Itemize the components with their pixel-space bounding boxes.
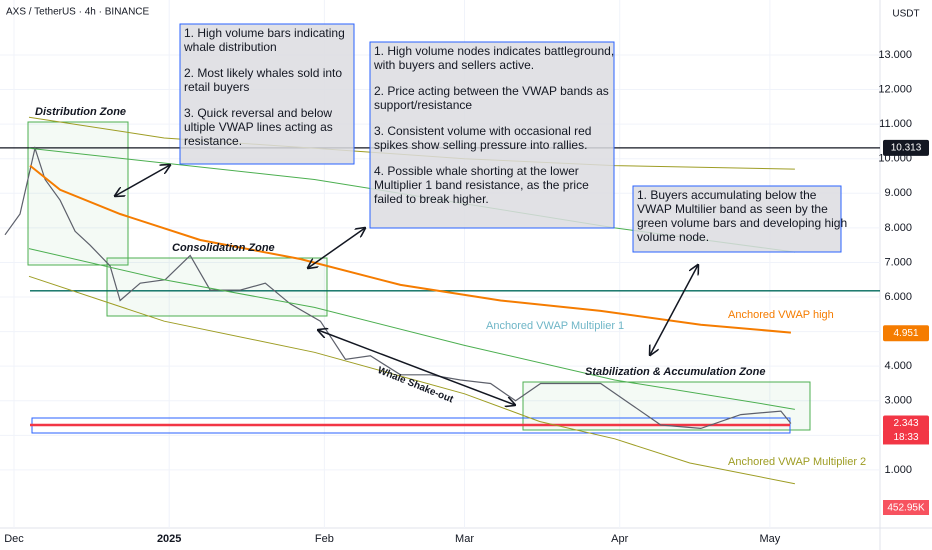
note-line: 4. Possible whale shorting at the lower — [374, 164, 579, 178]
zone-box — [106, 257, 328, 317]
y-unit: USDT — [892, 9, 919, 20]
x-tick-label: Mar — [455, 533, 474, 545]
note-box — [632, 185, 842, 253]
note-line: spikes show selling pressure into rallie… — [374, 138, 587, 152]
note-line: 1. High volume bars indicating — [184, 26, 345, 40]
note-line: VWAP Multilier band as seen by the — [637, 202, 828, 216]
series-label: Anchored VWAP Multiplier 1 — [486, 320, 624, 332]
countdown: 18:33 — [893, 432, 918, 443]
arrow — [650, 265, 698, 355]
y-tick-label: 7.000 — [884, 256, 912, 268]
y-tick-label: 13.000 — [878, 49, 912, 61]
arrow — [308, 228, 365, 268]
arrow — [115, 165, 170, 196]
note-line: volume node. — [637, 230, 709, 244]
price-tag — [883, 325, 929, 342]
note-line: ultiple VWAP lines acting as — [184, 120, 333, 134]
note-line: Multiplier 1 band resistance, as the pri… — [374, 178, 589, 192]
note-line: support/resistance — [374, 98, 472, 112]
zone-label: Consolidation Zone — [172, 242, 275, 254]
note-line: 1. Buyers accumulating below the — [637, 188, 817, 202]
note-box — [369, 41, 615, 229]
note-line: 2. Most likely whales sold into — [184, 66, 342, 80]
note-box — [179, 23, 355, 165]
series-label: Anchored VWAP Multiplier 2 — [728, 456, 866, 468]
note-line: 3. Consistent volume with occasional red — [374, 124, 591, 138]
price-tag — [883, 415, 929, 432]
y-tick-label: 8.000 — [884, 222, 912, 234]
chart-title: AXS / TetherUS · 4h · BINANCE — [6, 7, 150, 18]
zone-box — [522, 381, 811, 431]
x-tick-label: 2025 — [157, 533, 181, 545]
note-line: retail buyers — [184, 80, 249, 94]
note-line: 1. High volume nodes indicates battlegro… — [374, 44, 614, 58]
y-tick-label: 9.000 — [884, 187, 912, 199]
note-line: 3. Quick reversal and below — [184, 106, 332, 120]
zone-label: Stabilization & Accumulation Zone — [585, 366, 766, 378]
series-label: Anchored VWAP high — [728, 309, 834, 321]
price-tag-label: 4.951 — [893, 328, 918, 339]
series-line — [28, 275, 795, 485]
countdown-tag — [883, 430, 929, 445]
y-tick-label: 6.000 — [884, 291, 912, 303]
arrow — [318, 330, 515, 405]
x-tick-label: Feb — [315, 533, 334, 545]
x-tick-label: Apr — [611, 533, 628, 545]
price-tag — [883, 139, 929, 156]
note-line: green volume bars and developing high — [637, 216, 847, 230]
note-line: whale distribution — [183, 40, 277, 54]
volume-tag — [883, 500, 929, 515]
volume-label: 452.95K — [887, 503, 925, 514]
price-tag-label: 2.343 — [893, 418, 918, 429]
price-tag-label: 10.313 — [891, 143, 922, 154]
note-line: failed to break higher. — [374, 192, 489, 206]
y-tick-label: 1.000 — [884, 464, 912, 476]
x-tick-label: Dec — [4, 533, 24, 545]
zone-box — [27, 121, 129, 266]
series-line — [4, 146, 792, 430]
note-line: with buyers and sellers active. — [373, 58, 534, 72]
y-tick-label: 3.000 — [884, 395, 912, 407]
note-line: resistance. — [184, 134, 242, 148]
x-tick-label: May — [759, 533, 780, 545]
note-line: 2. Price acting between the VWAP bands a… — [374, 84, 609, 98]
y-tick-label: 11.000 — [879, 118, 912, 130]
zone-label: Distribution Zone — [35, 106, 126, 118]
y-tick-label: 4.000 — [884, 360, 912, 372]
y-tick-label: 12.000 — [878, 83, 912, 95]
